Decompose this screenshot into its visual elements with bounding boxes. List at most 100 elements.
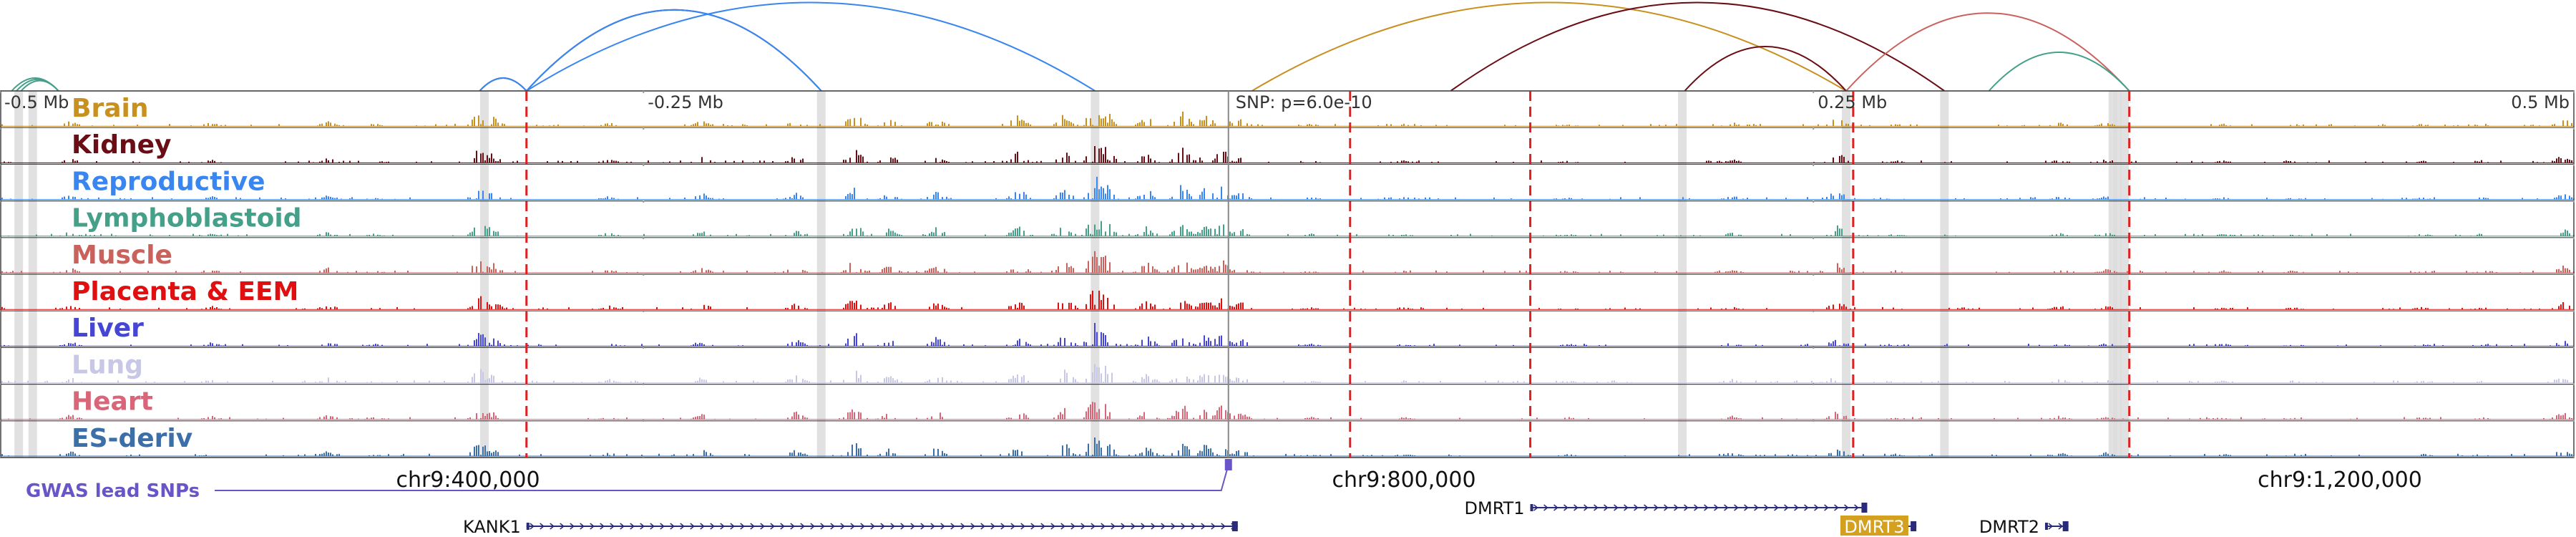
signal-bar [1103,154,1104,163]
signal-bar [2401,198,2403,200]
signal-bar [892,453,894,456]
signal-bar [2219,198,2220,200]
signal-bar [1148,376,1149,383]
coordinate-label: chr9:1,200,000 [2258,468,2422,493]
signal-bar [1068,231,1070,236]
signal-bar [1133,381,1134,383]
signal-bar [2522,198,2523,200]
signal-bar [802,197,804,200]
signal-bar [381,344,383,347]
signal-bar [1158,162,1160,163]
signal-bar [1212,452,1214,456]
signal-bar [2247,344,2248,347]
strand-arrow [1020,523,1025,530]
signal-bar [894,453,896,456]
signal-bar [2477,234,2478,236]
signal-bar [72,415,74,420]
signal-bar [2292,271,2293,273]
signal-bar [2193,307,2195,310]
signal-bar [607,453,608,456]
signal-bar [929,268,930,273]
strand-arrow [1674,504,1679,511]
signal-bar [1734,122,1735,127]
signal-bar [1845,344,1847,347]
signal-bar [396,380,398,383]
signal-bar [1231,195,1233,200]
signal-bar [330,343,331,347]
signal-bar [1330,454,1332,456]
signal-bar [843,160,844,163]
signal-bar [929,379,930,383]
signal-bar [62,161,63,163]
signal-bar [210,233,211,236]
signal-bar [1193,160,1194,163]
signal-bar [2288,161,2289,163]
signal-bar [1214,415,1216,420]
signal-bar [1736,160,1737,163]
signal-bar [1197,453,1199,456]
signal-bar [1210,228,1211,236]
signal-bar [1575,235,1576,236]
signal-bar [208,417,209,420]
signal-bar [806,417,808,420]
signal-bar [577,160,578,163]
signal-bar [201,271,203,273]
signal-bar [1223,151,1224,163]
signal-bar [2326,234,2328,236]
signal-bar [1721,418,1722,420]
signal-bar [489,412,490,420]
signal-bar [890,266,892,273]
signal-bar [2500,160,2502,163]
signal-bar [620,345,621,347]
signal-bar [2301,455,2302,456]
signal-bar [1028,380,1029,383]
signal-bar [2565,412,2566,420]
signal-bar [1796,418,1797,420]
signal-bar [613,235,615,236]
signal-bar [1403,417,1405,420]
signal-bar [199,234,200,236]
signal-bar [894,158,896,163]
signal-bar [562,160,563,163]
signal-bar [1438,161,1439,163]
signal-bar [1897,160,1898,163]
signal-bar [476,339,477,347]
signal-bar [1141,120,1143,127]
strand-arrow [550,523,555,530]
signal-bar [738,345,739,347]
interaction-arcs [11,1,2130,92]
signal-bar [1298,125,1299,127]
signal-bar [1225,410,1226,420]
signal-bar [145,381,147,383]
signal-bar [265,418,267,420]
signal-bar [1068,120,1070,127]
signal-bar [139,454,140,456]
signal-bar [2552,125,2553,127]
signal-bar [892,158,894,163]
signal-bar [1178,412,1179,420]
signal-bar [478,190,479,200]
signal-bar [1137,417,1138,420]
signal-bar [946,307,947,310]
signal-bar [1103,294,1104,310]
strand-arrow [1091,523,1096,530]
signal-bar [130,198,132,200]
signal-bar [1193,379,1194,383]
signal-bar [602,417,604,420]
signal-bar [800,452,801,456]
signal-bar [1219,336,1220,347]
signal-bar [1017,340,1018,347]
signal-bar [210,306,211,310]
signal-bar [59,271,61,273]
signal-bar [480,455,482,456]
signal-bar [1890,455,1892,456]
signal-bar [375,344,376,347]
signal-bar [1021,303,1023,310]
signal-bar [1564,417,1566,420]
signal-bar [2067,455,2068,456]
signal-bar [847,235,849,236]
signal-bar [285,198,286,200]
strand-arrow [610,523,615,530]
signal-bar [1197,306,1199,310]
